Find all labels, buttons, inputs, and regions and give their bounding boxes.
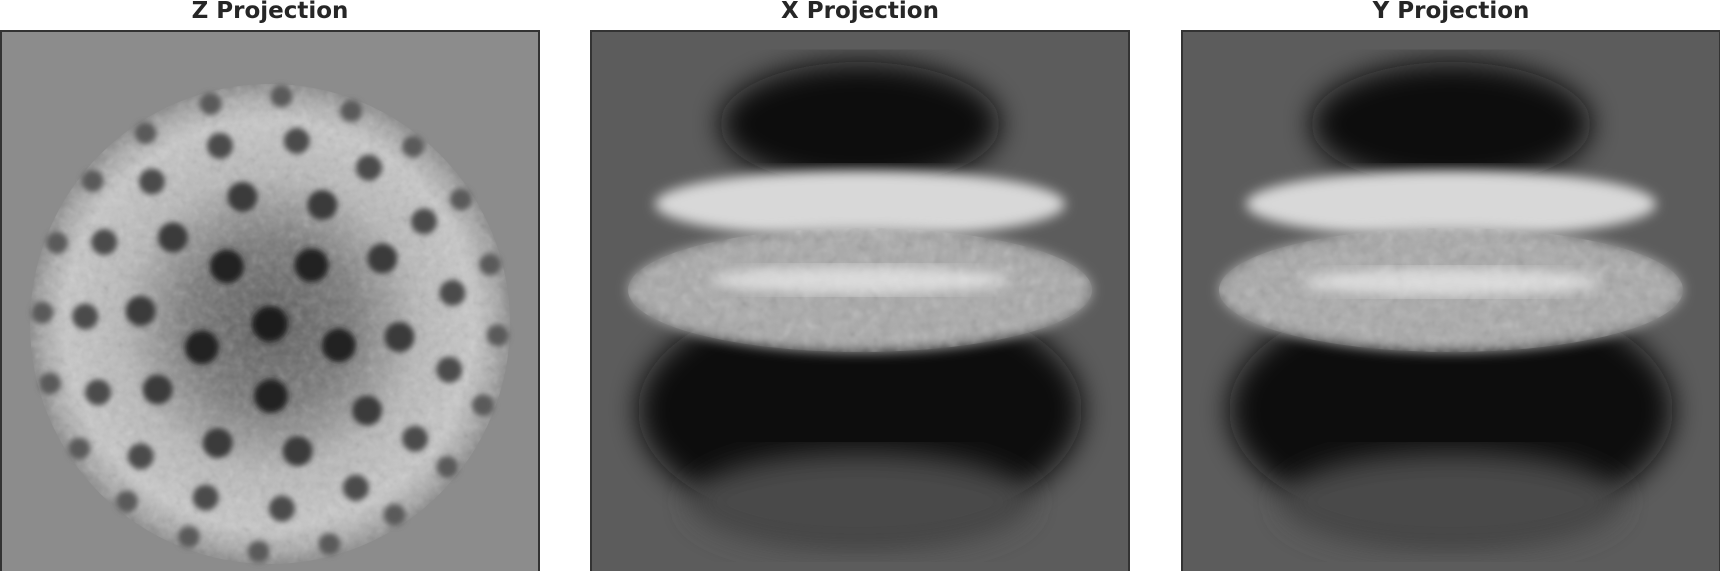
z-capsomer-hole <box>127 443 154 470</box>
z-capsomer-hole <box>192 484 219 511</box>
y-projection-panel: Y Projection <box>1181 0 1720 571</box>
y-bottom-fade <box>1281 452 1621 552</box>
z-capsomer-hole <box>31 301 54 324</box>
z-capsomer-hole <box>384 322 415 352</box>
y-center-highlight <box>1301 268 1601 296</box>
z-capsomer-hole <box>411 208 437 235</box>
z-projection-image <box>2 32 538 571</box>
y-projection-title: Y Projection <box>1372 0 1530 24</box>
z-capsomer-hole <box>283 127 310 154</box>
z-capsomer-hole <box>479 253 502 276</box>
z-capsomer-hole <box>449 188 472 211</box>
z-capsomer-hole <box>270 85 293 108</box>
z-capsomer-hole <box>85 379 112 406</box>
z-capsomer-hole <box>486 324 509 347</box>
z-capsomer-hole <box>207 132 233 159</box>
x-projection-image-frame <box>590 30 1130 571</box>
z-capsomer-hole <box>142 374 173 405</box>
z-capsomer-hole <box>72 303 99 330</box>
z-capsomer-hole <box>177 526 200 548</box>
x-projection-panel: X Projection <box>590 0 1130 571</box>
z-capsomer-hole <box>254 379 288 413</box>
z-capsomer-hole <box>134 122 157 145</box>
z-capsomer-hole <box>91 229 118 255</box>
z-capsomer-hole <box>282 436 313 466</box>
z-capsomer-holes <box>31 85 509 563</box>
z-projection-image-frame <box>0 30 540 571</box>
z-capsomer-hole <box>252 306 288 342</box>
z-capsomer-hole <box>436 356 463 383</box>
z-capsomer-hole <box>436 456 459 479</box>
z-capsomer-hole <box>115 490 138 513</box>
z-projection-panel: Z Projection <box>0 0 540 571</box>
z-capsomer-hole <box>472 394 494 417</box>
z-capsomer-hole <box>352 395 382 426</box>
z-capsomer-hole <box>138 168 165 195</box>
y-top-dark-cap <box>1311 62 1591 186</box>
z-capsomer-hole <box>321 328 356 363</box>
z-projection-title: Z Projection <box>191 0 349 24</box>
x-projection-image <box>592 32 1128 571</box>
y-projection-image <box>1183 32 1719 571</box>
z-capsomer-hole <box>125 296 156 326</box>
z-capsomer-hole <box>81 169 104 192</box>
z-capsomer-hole <box>402 135 425 158</box>
z-capsomer-hole <box>402 425 429 452</box>
z-capsomer-hole <box>318 533 341 556</box>
z-capsomer-hole <box>342 474 369 501</box>
x-upper-bright-band <box>655 170 1065 238</box>
y-projection-image-frame <box>1181 30 1720 571</box>
z-capsomer-hole <box>202 428 233 458</box>
z-capsomer-hole <box>340 100 363 122</box>
z-capsomer-hole <box>158 222 188 253</box>
y-upper-bright-band <box>1246 170 1656 238</box>
x-center-highlight <box>710 266 1010 294</box>
z-capsomer-hole <box>46 231 68 254</box>
z-capsomer-hole <box>68 437 91 460</box>
z-capsomer-hole <box>268 495 295 522</box>
z-capsomer-hole <box>439 279 466 306</box>
z-capsomer-hole <box>199 92 222 115</box>
z-capsomer-hole <box>307 190 338 220</box>
z-capsomer-hole <box>355 154 382 181</box>
z-capsomer-hole <box>247 540 270 563</box>
z-capsomer-hole <box>209 249 244 284</box>
z-capsomer-hole <box>38 372 61 395</box>
z-capsomer-hole <box>367 243 398 274</box>
z-capsomer-hole <box>294 248 329 283</box>
x-projection-title: X Projection <box>781 0 939 24</box>
z-capsomer-hole <box>184 330 219 365</box>
z-capsomer-hole <box>383 503 406 526</box>
x-top-dark-cap <box>720 62 1000 186</box>
x-bottom-fade <box>690 452 1030 552</box>
z-capsomer-hole <box>227 182 258 212</box>
